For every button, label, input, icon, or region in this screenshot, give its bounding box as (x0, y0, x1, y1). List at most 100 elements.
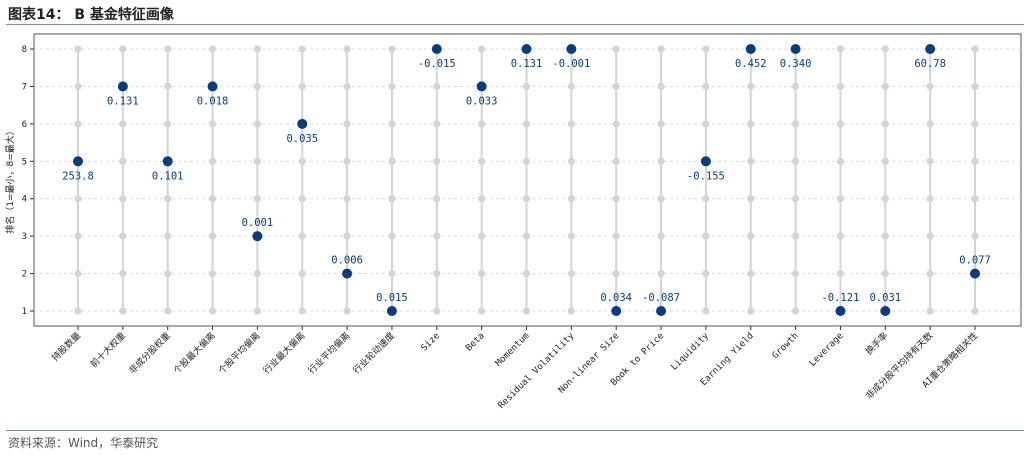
rank-slot-dot (612, 82, 620, 91)
highlight-point (835, 306, 846, 317)
data-label: 0.101 (152, 170, 184, 182)
rank-slot-dot (433, 82, 441, 91)
data-label: -0.015 (418, 58, 456, 70)
rank-slot-dot (208, 232, 217, 240)
rank-slot-dot (478, 232, 486, 240)
rank-slot-dot (792, 232, 800, 240)
rank-slot-dot (119, 45, 127, 53)
rank-slot-dot (747, 269, 755, 278)
rank-slot-dot (657, 269, 665, 278)
highlight-point (970, 268, 980, 279)
rank-slot-dot (567, 232, 575, 240)
rank-slot-dot (164, 82, 172, 91)
rank-slot-dot (836, 269, 845, 278)
data-label: 0.034 (600, 292, 632, 304)
rank-slot-dot (926, 120, 934, 128)
data-label: -0.001 (552, 58, 590, 70)
rank-slot-dot (388, 45, 396, 53)
highlight-point (745, 43, 756, 54)
rank-slot-dot (881, 120, 889, 128)
highlight-point (700, 156, 711, 167)
rank-slot-dot (433, 232, 441, 240)
rank-slot-dot (74, 195, 82, 203)
rank-slot-dot (702, 195, 710, 203)
x-tick-label: 行业平均偏离 (306, 330, 353, 377)
rank-slot-dot (702, 269, 710, 278)
data-label: 0.006 (331, 255, 363, 267)
data-label: 0.131 (511, 58, 543, 70)
rank-slot-dot (433, 120, 441, 128)
y-axis-label: 排名（1=最小，8=最大） (4, 126, 16, 234)
rank-slot-dot (747, 82, 755, 91)
rank-slot-dot (74, 45, 82, 53)
rank-slot-dot (478, 195, 486, 203)
rank-slot-dot (253, 157, 261, 165)
rank-slot-dot (478, 45, 486, 53)
rank-slot-dot (657, 232, 665, 240)
rank-slot-dot (298, 195, 306, 203)
y-tick-label: 2 (22, 270, 27, 280)
source-divider (6, 430, 1024, 431)
highlight-point (566, 43, 577, 54)
rank-slot-dot (881, 195, 889, 203)
rank-slot-dot (298, 307, 306, 315)
data-label: 0.077 (959, 255, 991, 267)
rank-slot-dot (792, 82, 800, 91)
y-tick-label: 6 (22, 120, 27, 130)
data-label: -0.155 (687, 170, 725, 182)
rank-slot-dot (792, 195, 800, 203)
rank-slot-dot (971, 82, 979, 91)
rank-slot-dot (836, 82, 845, 91)
rank-slot-dot (343, 307, 351, 315)
rank-slot-dot (253, 195, 261, 203)
rank-slot-dot (747, 195, 755, 203)
rank-slot-dot (836, 232, 845, 240)
data-label: 0.131 (107, 95, 139, 107)
rank-slot-dot (971, 45, 979, 53)
data-label: 0.015 (376, 292, 408, 304)
rank-slot-dot (478, 157, 486, 165)
rank-slot-dot (926, 82, 934, 91)
rank-slot-dot (881, 232, 889, 240)
highlight-point (117, 81, 128, 92)
x-tick-label: Momentum (494, 331, 532, 369)
rank-slot-dot (522, 307, 531, 315)
rank-slot-dot (74, 82, 82, 91)
data-label: 0.001 (242, 217, 274, 229)
data-label: 0.018 (197, 95, 229, 107)
highlight-point (252, 231, 263, 242)
rank-slot-dot (388, 195, 396, 203)
rank-slot-dot (657, 157, 665, 165)
x-tick-label: 换手率 (863, 330, 891, 358)
rank-slot-dot (253, 45, 261, 53)
rank-slot-dot (164, 120, 172, 128)
figure-title: 图表14： B 基金特征画像 (8, 7, 174, 23)
x-tick-label: 个股最大偏离 (171, 330, 218, 377)
rank-slot-dot (343, 45, 351, 53)
highlight-point (207, 81, 218, 92)
rank-slot-dot (522, 195, 531, 203)
rank-slot-dot (522, 269, 531, 278)
rank-slot-dot (657, 82, 665, 91)
rank-slot-dot (522, 120, 531, 128)
rank-slot-dot (612, 45, 620, 53)
highlight-point (925, 43, 936, 54)
rank-slot-dot (926, 269, 934, 278)
rank-slot-dot (747, 157, 755, 165)
rank-slot-dot (119, 120, 127, 128)
rank-slot-dot (343, 157, 351, 165)
rank-slot-dot (567, 307, 575, 315)
rank-slot-dot (926, 195, 934, 203)
plot-frame (33, 33, 1022, 327)
x-tick-label: Beta (464, 331, 486, 353)
rank-slot-dot (836, 157, 845, 165)
rank-slot-dot (792, 157, 800, 165)
rank-slot-dot (522, 82, 531, 91)
x-tick-label: Growth (771, 331, 801, 361)
rank-slot-dot (926, 232, 934, 240)
y-tick-label: 4 (22, 195, 27, 205)
rank-slot-dot (971, 195, 979, 203)
rank-slot-dot (298, 269, 306, 278)
rank-slot-dot (657, 120, 665, 128)
rank-slot-dot (702, 82, 710, 91)
